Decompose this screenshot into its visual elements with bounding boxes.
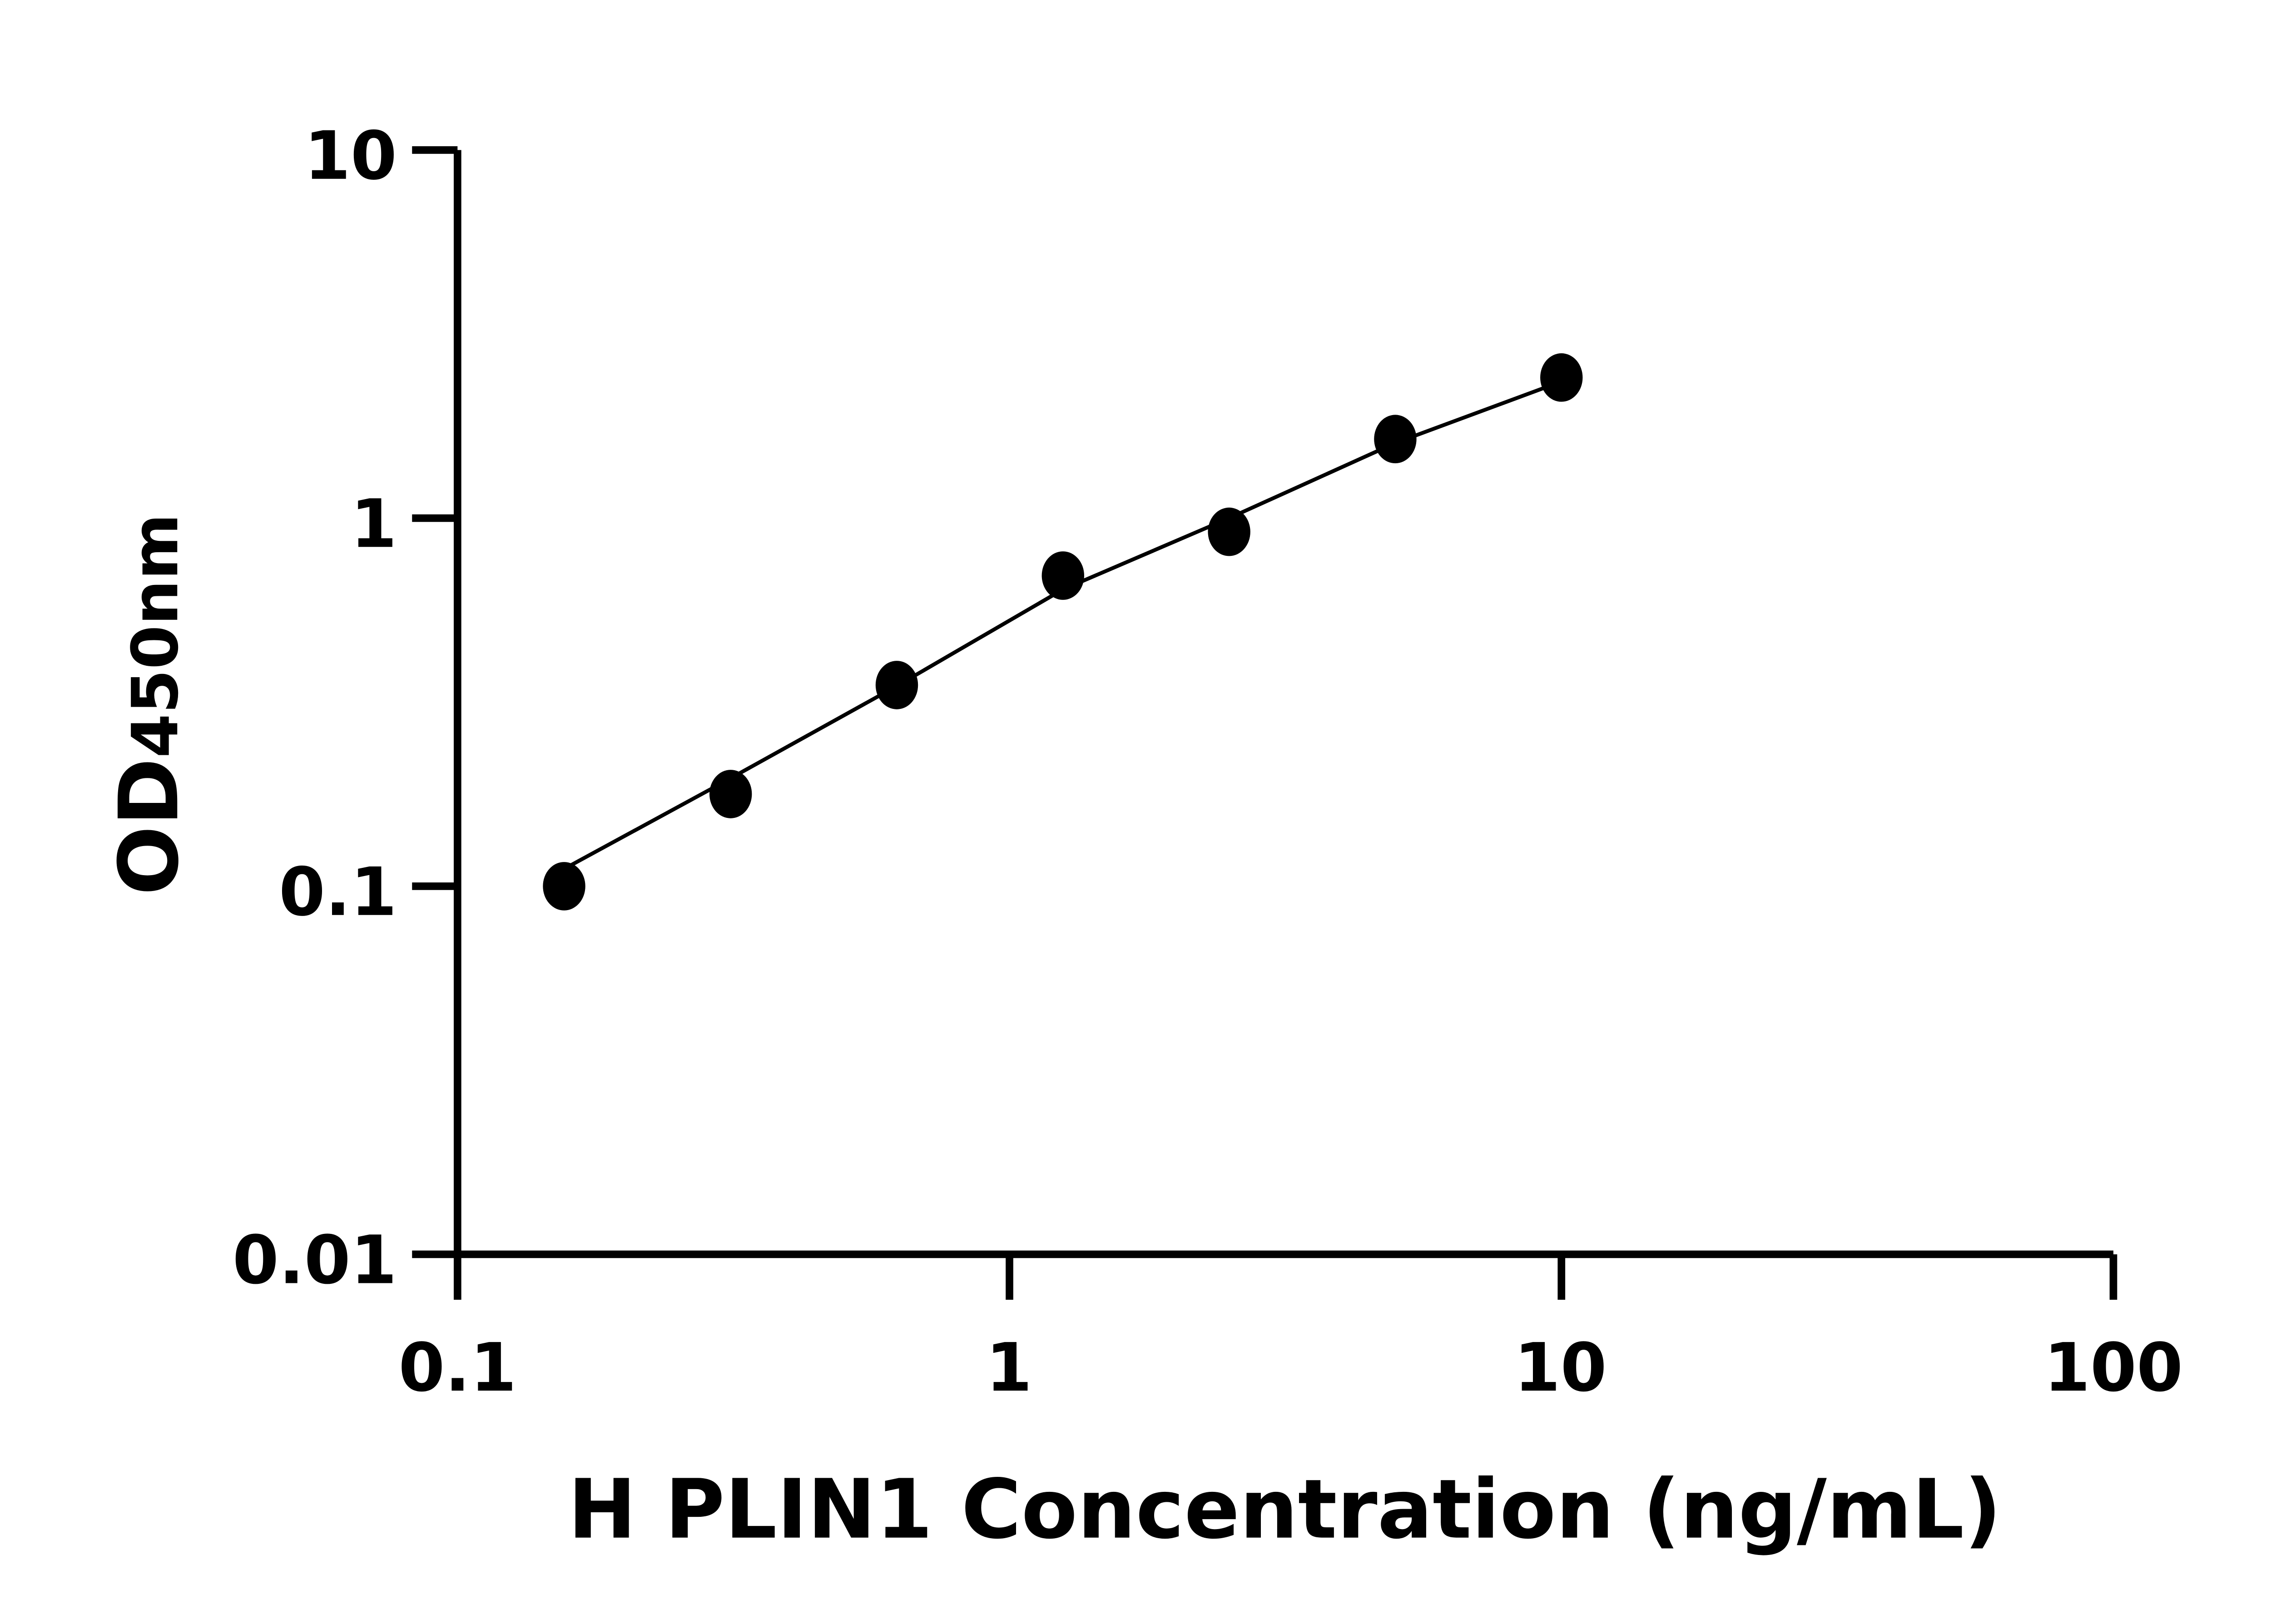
- y-tick-label-0.1: 0.1: [279, 853, 397, 931]
- x-tick-label-0.1: 0.1: [398, 1329, 516, 1406]
- y-tick-label-0.01: 0.01: [233, 1221, 397, 1299]
- x-tick-label-1: 1: [986, 1329, 1032, 1406]
- y-tick-label-10: 10: [304, 117, 397, 195]
- data-point: [1041, 551, 1085, 600]
- x-axis-title: H PLIN1 Concentration (ng/mL): [568, 1462, 2001, 1557]
- data-point: [1208, 507, 1250, 556]
- y-axis-title-main: OD: [102, 758, 197, 896]
- x-tick-label-100: 100: [2044, 1329, 2183, 1406]
- y-axis-title-sub: 450nm: [119, 514, 193, 758]
- y-tick-label-1: 1: [351, 485, 397, 563]
- data-point: [1374, 415, 1417, 464]
- x-tick-label-10: 10: [1514, 1329, 1607, 1406]
- y-axis-title: OD450nm: [102, 514, 197, 896]
- data-point: [709, 770, 752, 818]
- data-points: [543, 353, 1583, 911]
- data-point: [875, 661, 918, 709]
- data-point: [543, 862, 585, 911]
- axes: [412, 146, 2117, 1300]
- data-point: [1540, 353, 1583, 402]
